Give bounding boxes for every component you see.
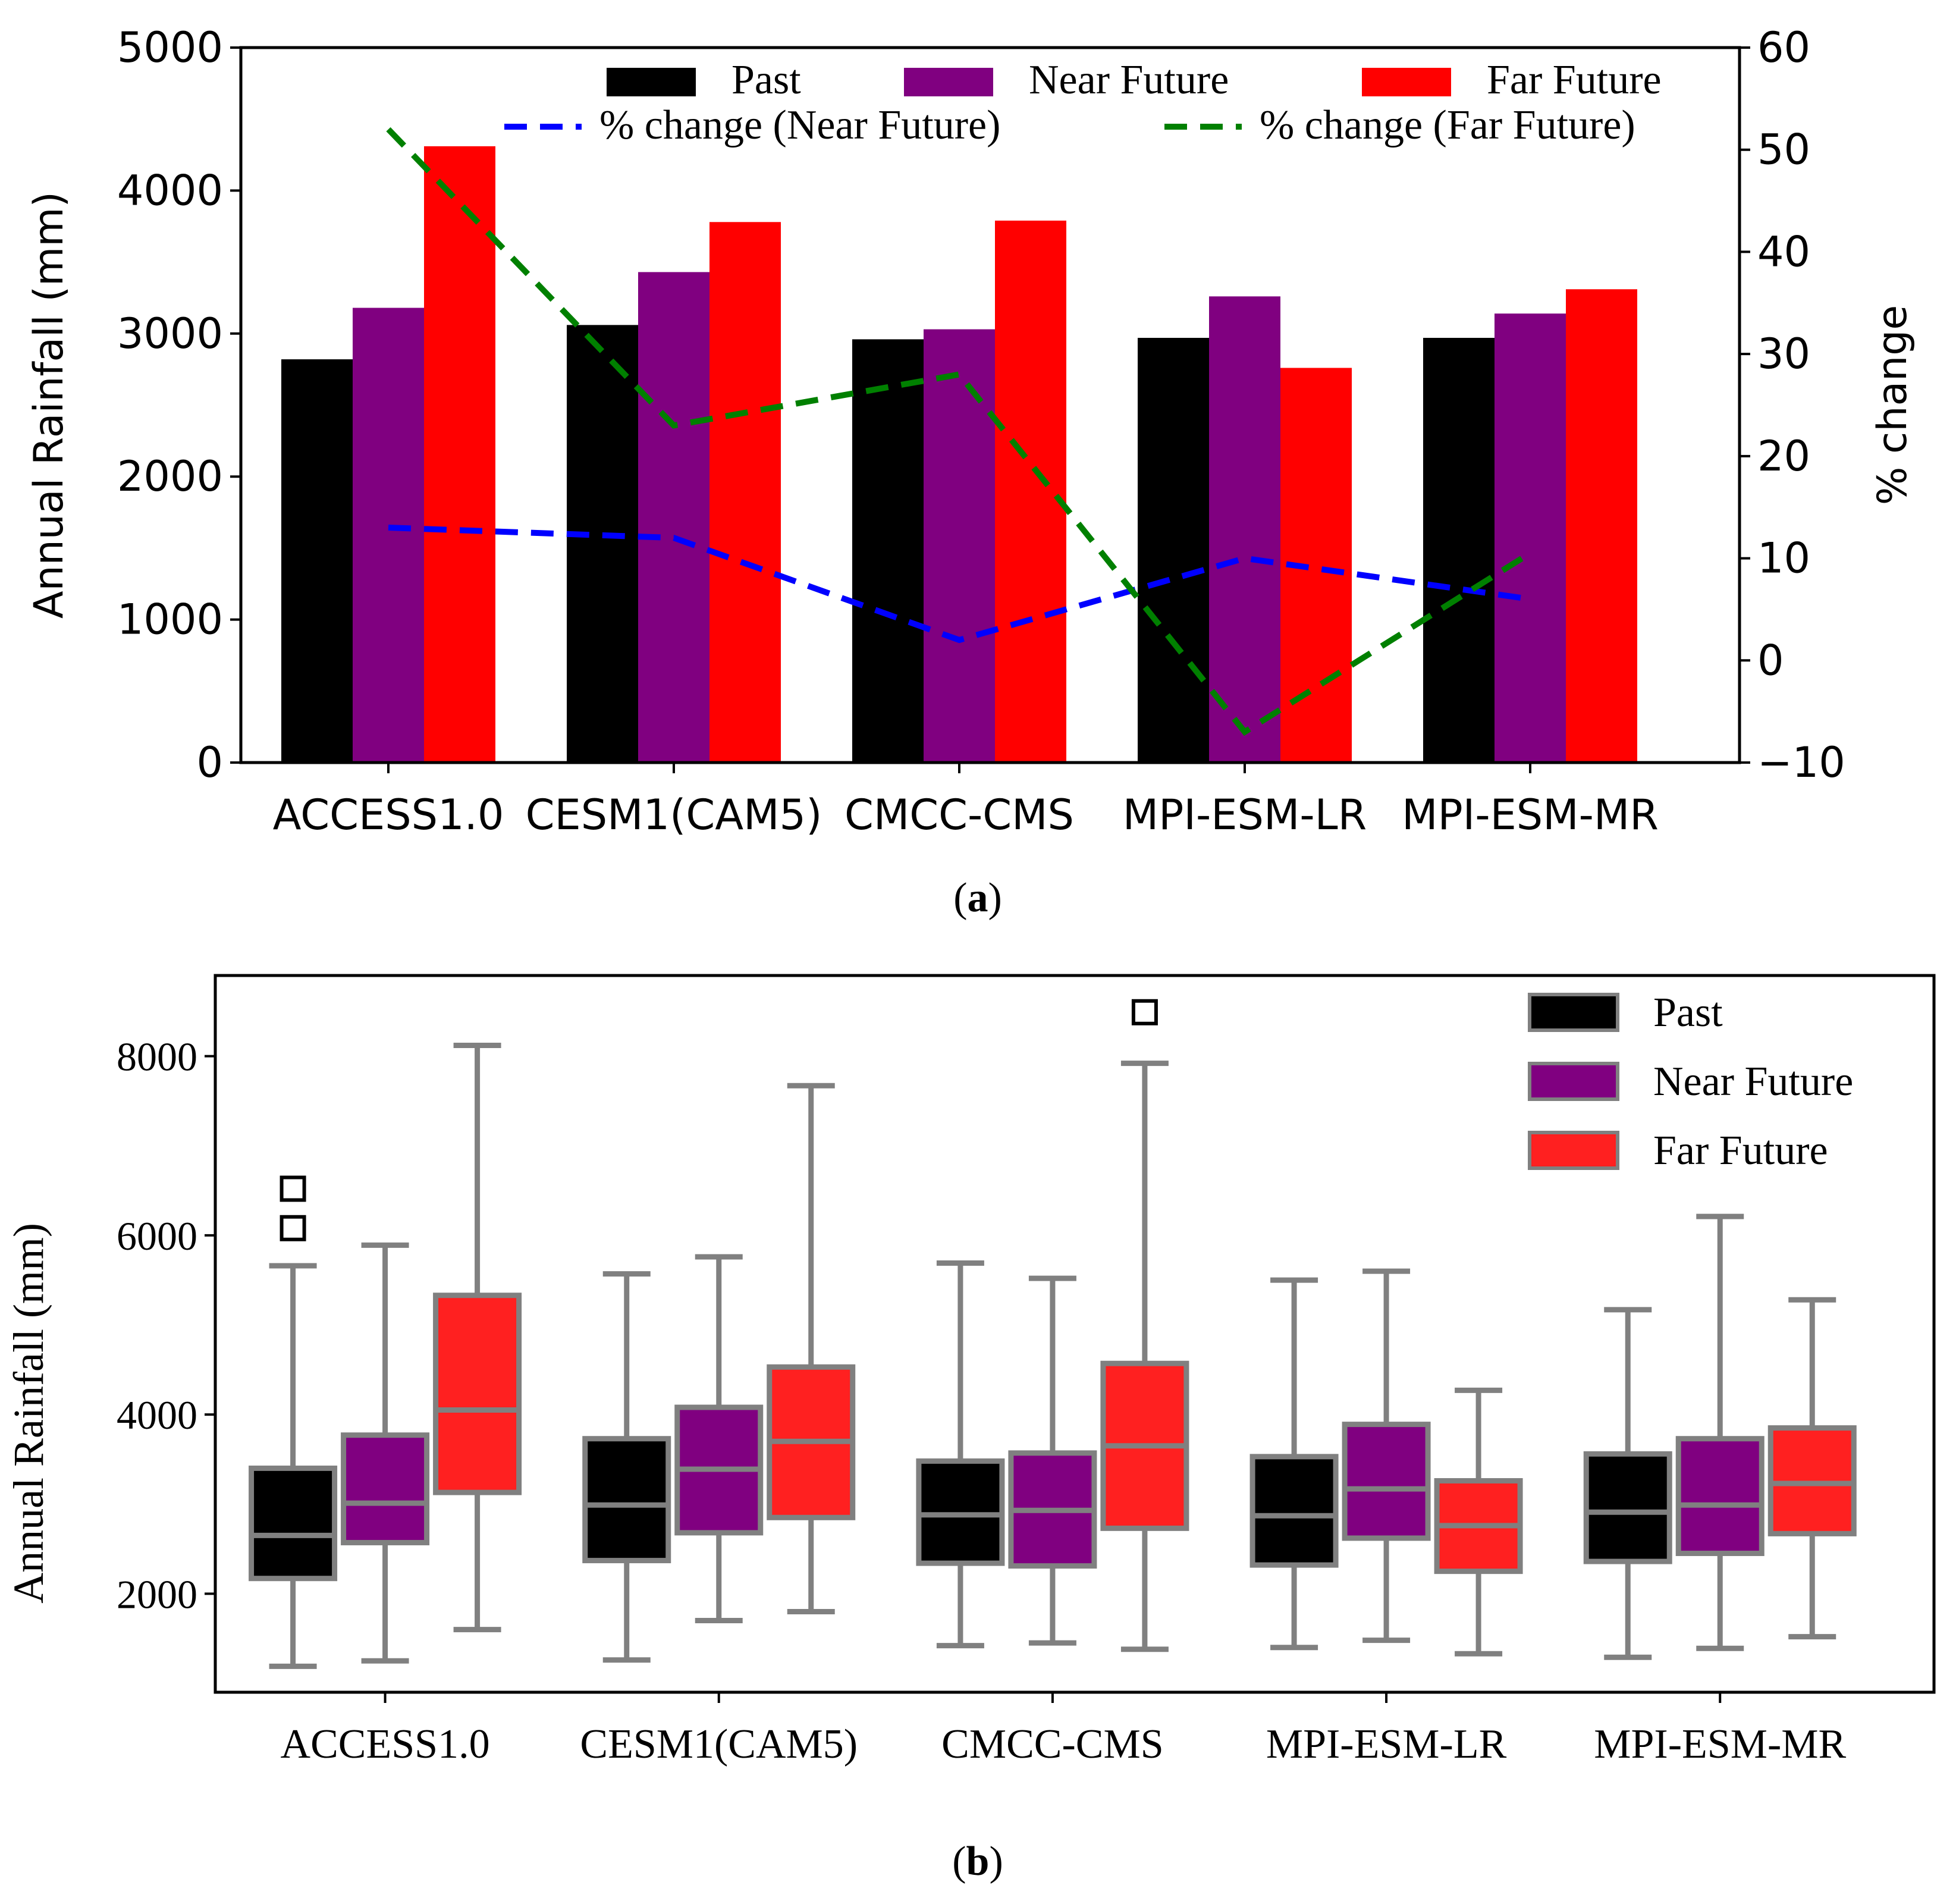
y-tick-label-4: 4000 (117, 166, 223, 215)
bar-near-future-1 (638, 272, 709, 763)
box-far-future-4 (1767, 1425, 1857, 1536)
panel-b-caption: (b) (952, 1839, 1003, 1884)
b-x-tick-label-3: MPI-ESM-LR (1266, 1721, 1507, 1767)
y2-tick-label-5: 40 (1757, 227, 1810, 276)
legend-b-label-past: Past (1653, 990, 1723, 1036)
y2-tick-label-1: 0 (1757, 636, 1784, 685)
bar-near-future-4 (1495, 313, 1566, 763)
box-past-3 (1249, 1454, 1339, 1568)
legend-swatch-near-future (904, 68, 993, 96)
box-near-future-4 (1675, 1436, 1765, 1557)
panel-a-lines (386, 127, 1532, 736)
b-y-tick-label-3: 8000 (117, 1034, 197, 1080)
b-y-tick-label-2: 6000 (117, 1213, 197, 1259)
bar-near-future-2 (924, 329, 995, 763)
y-tick-label-5: 5000 (117, 23, 223, 72)
bar-near-future-0 (353, 308, 424, 763)
bar-past-0 (281, 359, 353, 763)
bar-far-future-2 (995, 220, 1066, 763)
bar-past-1 (567, 325, 638, 763)
b-y-tick-label-1: 4000 (117, 1392, 197, 1438)
legend-b-label-near-future: Near Future (1653, 1059, 1853, 1105)
flier-far-future-2-0 (1131, 999, 1158, 1025)
panel-b-left-axis: 2000 4000 6000 8000 (117, 1034, 215, 1617)
legend-label-change-far: % change (Far Future) (1260, 102, 1635, 148)
x-tick-label-1: CESM1(CAM5) (526, 791, 822, 839)
panel-a-frame (239, 46, 1741, 764)
b-x-tick-label-4: MPI-ESM-MR (1594, 1721, 1846, 1767)
y2-tick-label-2: 10 (1757, 534, 1810, 583)
panel-a-bars (281, 146, 1637, 763)
panel-b-boxes (249, 999, 1857, 1669)
y2-tick-label-7: 60 (1757, 23, 1810, 72)
bar-far-future-1 (709, 222, 781, 763)
b-y-tick-label-0: 2000 (117, 1571, 197, 1617)
flier-past-0-1 (280, 1175, 306, 1202)
panel-b-legend: Past Near Future Far Future (1528, 990, 1853, 1174)
box-near-future-0 (341, 1432, 430, 1545)
line-change-far-future (386, 127, 1532, 736)
panel-a-y-axis-title: Annual Rainfall (mm) (26, 192, 73, 619)
legend-b-swatch-far-future (1528, 1131, 1619, 1170)
legend-swatch-far-future (1362, 68, 1451, 96)
bar-past-4 (1423, 338, 1495, 763)
box-far-future-0 (433, 1293, 522, 1495)
x-tick-label-3: MPI-ESM-LR (1123, 791, 1367, 839)
x-tick-label-0: ACCESS1.0 (273, 791, 504, 839)
panel-a-caption: (a) (953, 875, 1002, 921)
legend-label-change-near: % change (Near Future) (599, 102, 1000, 148)
y-tick-label-0: 0 (196, 738, 223, 787)
panel-a-legend: Past Near Future Far Future % change (Ne… (504, 57, 1662, 148)
b-x-tick-label-1: CESM1(CAM5) (580, 1721, 858, 1767)
b-x-tick-label-2: CMCC-CMS (941, 1721, 1163, 1767)
box-past-2 (916, 1458, 1005, 1566)
y2-tick-label-0: −10 (1757, 738, 1845, 787)
x-tick-label-4: MPI-ESM-MR (1402, 791, 1659, 839)
y2-tick-label-4: 30 (1757, 330, 1810, 378)
panel-b-x-axis: ACCESS1.0 CESM1(CAM5) CMCC-CMS MPI-ESM-LR MP… (281, 1692, 1847, 1767)
legend-b-swatch-near-future (1528, 1062, 1619, 1101)
bar-past-3 (1138, 338, 1209, 763)
bar-past-2 (852, 339, 924, 763)
panel-b-frame (214, 974, 1936, 1694)
flier-past-0-0 (280, 1215, 306, 1241)
y-tick-label-1: 1000 (117, 595, 223, 644)
panel-a-left-axis: 0 1000 2000 3000 4000 5000 (117, 23, 241, 787)
line-change-near-future (388, 525, 1531, 644)
box-past-0 (249, 1465, 338, 1582)
box-near-future-3 (1342, 1422, 1431, 1541)
legend-label-near-future: Near Future (1029, 57, 1229, 103)
box-past-1 (582, 1436, 671, 1564)
panel-b: 2000 4000 6000 8000 ACCESS1.0 CESM1(CAM5) CMC… (5, 974, 1936, 1884)
y2-tick-label-6: 50 (1757, 126, 1810, 174)
panel-a-right-axis: −10 0 10 20 30 40 50 60 (1740, 23, 1845, 787)
x-tick-label-2: CMCC-CMS (844, 791, 1074, 839)
legend-b-label-far-future: Far Future (1653, 1128, 1828, 1174)
legend-swatch-past (607, 68, 696, 96)
legend-label-past: Past (731, 57, 801, 103)
y-tick-label-2: 2000 (117, 452, 223, 501)
panel-b-caption-letter: b (966, 1839, 990, 1884)
y-tick-label-3: 3000 (117, 309, 223, 358)
panel-a-caption-letter: a (968, 875, 988, 921)
y2-tick-label-3: 20 (1757, 432, 1810, 481)
box-past-4 (1583, 1451, 1672, 1564)
panel-a-x-axis: ACCESS1.0 CESM1(CAM5) CMCC-CMS MPI-ESM-LR MP… (273, 763, 1659, 839)
b-x-tick-label-0: ACCESS1.0 (281, 1721, 490, 1767)
bar-near-future-3 (1209, 296, 1280, 763)
panel-a: 0 1000 2000 3000 4000 5000 −10 0 10 20 30 40 50 60 A… (26, 23, 1916, 921)
panel-a-y2-axis-title: % change (1869, 305, 1916, 505)
legend-label-far-future: Far Future (1487, 57, 1662, 103)
bar-far-future-4 (1566, 289, 1637, 763)
panel-b-y-axis-title: Annual Rainfall (mm) (5, 1223, 52, 1604)
bar-far-future-0 (424, 146, 495, 763)
legend-b-swatch-past (1528, 993, 1619, 1032)
